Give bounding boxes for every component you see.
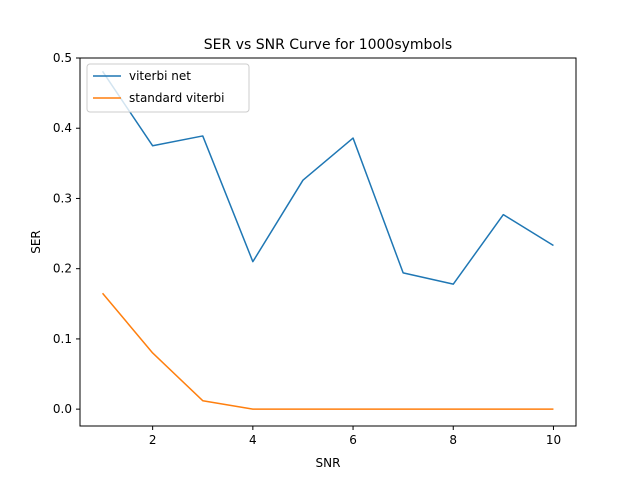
x-tick-label: 2 [149, 433, 157, 447]
legend: viterbi net standard viterbi [86, 63, 250, 113]
legend-box [86, 63, 250, 113]
y-axis: 0.0 0.1 0.2 0.3 0.4 0.5 [53, 51, 80, 416]
y-tick-label: 0.0 [53, 402, 72, 416]
series-line-standard-viterbi [101, 292, 554, 410]
series-line-viterbi-net [101, 70, 554, 285]
chart-title: SER vs SNR Curve for 1000symbols [204, 37, 452, 53]
y-tick-label: 0.4 [53, 121, 72, 135]
plot-frame [79, 57, 577, 427]
x-tick-label: 4 [249, 433, 257, 447]
y-tick-label: 0.5 [53, 51, 72, 65]
series-layer [101, 70, 554, 410]
legend-label: viterbi net [129, 69, 191, 83]
x-axis: 2 4 6 8 10 [149, 426, 561, 447]
x-tick-label: 8 [449, 433, 457, 447]
legend-label: standard viterbi [129, 91, 224, 105]
y-tick-label: 0.1 [53, 332, 72, 346]
x-axis-label: SNR [316, 456, 341, 470]
y-axis-label: SER [29, 230, 43, 254]
y-tick-label: 0.2 [53, 262, 72, 276]
y-tick-label: 0.3 [53, 191, 72, 205]
x-tick-label: 10 [546, 433, 561, 447]
x-tick-label: 6 [349, 433, 357, 447]
